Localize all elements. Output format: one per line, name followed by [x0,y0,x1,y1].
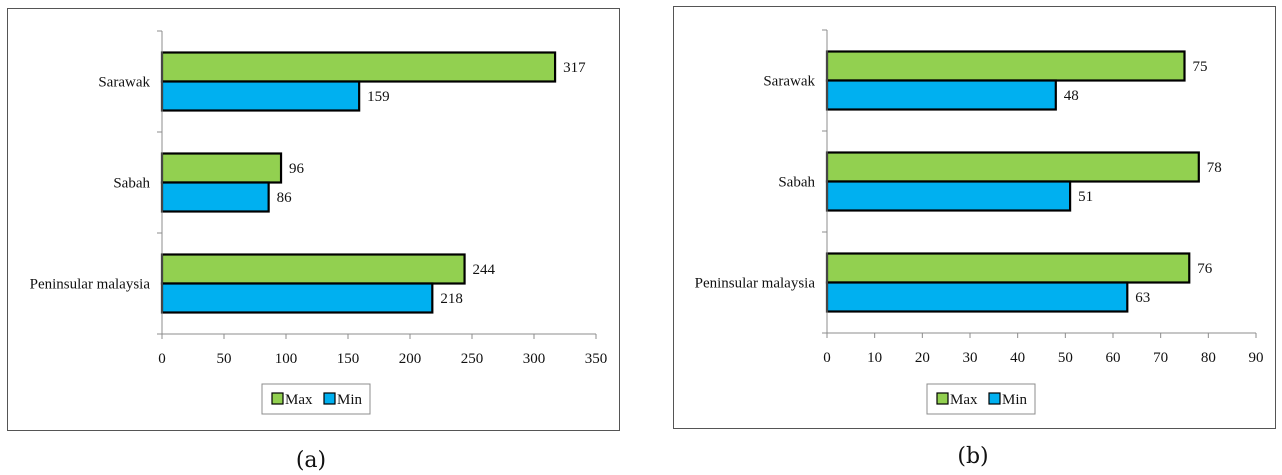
chart-b-x-tick-label: 90 [1249,350,1264,366]
chart-a-legend-label-min: Min [337,392,363,408]
chart-a-data-label: 244 [473,262,496,278]
chart-a-category-label: Sabah [113,176,150,192]
chart-b-bar-min-1 [825,180,1072,212]
chart-a-category-label: Peninsular malaysia [30,277,151,293]
chart-b-x-tick-label: 70 [1153,350,1168,366]
chart-b-caption: (b) [957,444,988,469]
chart-b-x-tick-label: 60 [1106,350,1121,366]
chart-b-legend-swatch-min [988,392,1001,405]
chart-a-x-tick-label: 250 [461,351,484,367]
chart-a-category-label: Sarawak [98,75,150,91]
chart-a-x-tick-label: 200 [399,351,422,367]
chart-a-x-tick-label: 0 [158,351,166,367]
chart-b-data-label: 51 [1078,189,1093,205]
chart-b-data-label: 76 [1197,261,1213,277]
chart-b-bar-min-2 [825,281,1129,313]
chart-a-legend-swatch-min [323,392,336,405]
chart-b-bar-max-0 [825,50,1186,82]
chart-a-data-label: 86 [277,190,293,206]
chart-a-caption: (a) [296,448,326,473]
chart-a-data-label: 218 [440,291,463,307]
chart-b-x-tick-label: 0 [823,350,831,366]
chart-a-plot-area: 317 159 Sarawak 96 86 Sabah 244 218 Peninsular m… [30,30,608,415]
chart-b-x-tick-label: 80 [1201,350,1216,366]
chart-b-category-label: Peninsular malaysia [695,276,816,292]
chart-a-data-label: 96 [289,161,305,177]
chart-a-x-tick-label: 350 [585,351,608,367]
chart-b-data-label: 63 [1135,290,1150,306]
chart-b-bar-max-2 [825,252,1191,284]
chart-b-legend-label-min: Min [1002,392,1028,408]
chart-b-legend-label-max: Max [950,392,978,408]
chart-a-data-label: 159 [367,89,390,105]
chart-b-data-label: 75 [1193,59,1208,75]
chart-b-x-tick-label: 40 [1010,350,1025,366]
chart-a-legend-swatch-max [271,392,284,405]
chart-a-x-tick-label: 50 [217,351,232,367]
chart-b-category-label: Sabah [778,175,815,191]
chart-b-x-tick-label: 30 [963,350,978,366]
chart-a-bar-min-1 [160,181,270,213]
chart-b-x-tick-label: 10 [867,350,882,366]
chart-b-data-label: 78 [1207,160,1222,176]
chart-b-x-tick-label: 50 [1058,350,1073,366]
chart-b-data-label: 48 [1064,88,1079,104]
chart-a-x-tick-label: 300 [523,351,546,367]
chart-a-data-label: 317 [563,60,586,76]
chart-a-x-tick-label: 150 [337,351,360,367]
chart-a-x-tick-label: 100 [275,351,298,367]
chart-b-bar-min-0 [825,79,1057,111]
chart-b-x-tick-label: 20 [915,350,930,366]
chart-b-plot-area: 75 48 Sarawak 78 51 Sabah 76 63 Peninsular malay… [695,29,1264,415]
chart-b-legend-swatch-max [936,392,949,405]
chart-b-category-label: Sarawak [763,74,815,90]
chart-a-bar-max-1 [160,152,283,184]
chart-a-legend-label-max: Max [285,392,313,408]
chart-b-bar-max-1 [825,151,1200,183]
